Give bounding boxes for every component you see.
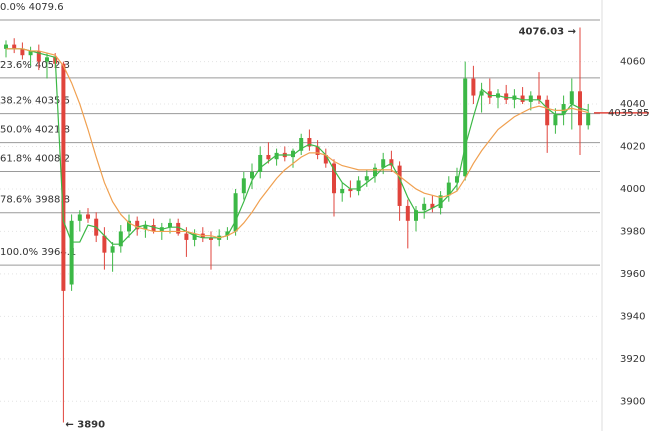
candle-body bbox=[356, 180, 361, 192]
candle-body bbox=[258, 154, 263, 172]
candle-body bbox=[487, 91, 492, 98]
candle-body bbox=[36, 50, 41, 62]
candle-body bbox=[389, 159, 394, 166]
candle-body bbox=[438, 195, 443, 209]
candle-body bbox=[479, 91, 484, 96]
candle-body bbox=[455, 176, 459, 183]
candle-body bbox=[323, 154, 328, 164]
candle-body bbox=[86, 214, 90, 219]
last-price-label: 4035.85 bbox=[608, 108, 649, 119]
candle-body bbox=[225, 231, 230, 236]
candle-body bbox=[340, 188, 345, 194]
candle-body bbox=[209, 237, 213, 240]
fib-label: 100.0% 3964.1 bbox=[0, 247, 76, 258]
high-annotation: 4076.03 → bbox=[519, 27, 576, 38]
candle-body bbox=[545, 99, 550, 126]
candle-body bbox=[151, 225, 156, 232]
fib-label: 78.6% 3988.8 bbox=[0, 195, 70, 206]
y-tick-label: 3980 bbox=[620, 226, 645, 237]
candle-body bbox=[561, 104, 566, 115]
candle-body bbox=[397, 165, 402, 206]
y-tick-label: 3960 bbox=[620, 269, 645, 280]
candle-body bbox=[135, 220, 140, 230]
candle-body bbox=[168, 222, 172, 228]
candle-body bbox=[266, 154, 271, 160]
fib-label: 50.0% 4021.8 bbox=[0, 125, 70, 136]
candle-body bbox=[69, 220, 74, 285]
y-tick-label: 3940 bbox=[620, 311, 645, 322]
candle-body bbox=[537, 95, 541, 100]
candle-body bbox=[110, 246, 115, 253]
candle-body bbox=[332, 163, 336, 194]
candle-body bbox=[233, 193, 238, 232]
candle-body bbox=[12, 44, 17, 49]
candle-body bbox=[291, 150, 295, 158]
candle-body bbox=[45, 57, 49, 62]
y-tick-label: 3920 bbox=[620, 354, 645, 365]
candle-body bbox=[422, 203, 427, 211]
candle-body bbox=[430, 203, 435, 209]
candle-body bbox=[184, 233, 189, 240]
candle-body bbox=[274, 152, 279, 160]
candle-body bbox=[192, 233, 197, 240]
y-tick-label: 4060 bbox=[620, 57, 645, 68]
candle-body bbox=[127, 220, 131, 232]
candle-body bbox=[307, 138, 312, 147]
candle-body bbox=[446, 182, 451, 196]
candle-body bbox=[143, 225, 148, 230]
fib-label: 23.6% 4052.3 bbox=[0, 60, 70, 71]
fib-label: 61.8% 4008.2 bbox=[0, 154, 70, 165]
candle-body bbox=[118, 231, 123, 247]
candle-body bbox=[28, 50, 33, 56]
fib-label: 0.0% 4079.6 bbox=[0, 2, 64, 13]
candle-body bbox=[471, 78, 476, 96]
moving-average bbox=[6, 48, 589, 245]
candle-body bbox=[20, 48, 25, 56]
candle-body bbox=[241, 178, 246, 194]
candle-body bbox=[381, 159, 386, 168]
candle-body bbox=[528, 95, 533, 102]
candle-body bbox=[414, 210, 418, 221]
candle-body bbox=[348, 188, 353, 192]
moving-average bbox=[6, 48, 589, 239]
y-tick-label: 3900 bbox=[620, 396, 645, 407]
candle-body bbox=[373, 167, 377, 177]
candle-body bbox=[299, 138, 304, 151]
candle-body bbox=[520, 95, 525, 102]
fib-label: 38.2% 4035.5 bbox=[0, 96, 70, 107]
candle-body bbox=[4, 44, 8, 49]
candle-body bbox=[463, 78, 468, 177]
candle-body bbox=[405, 205, 410, 221]
candle-body bbox=[569, 91, 574, 105]
low-annotation: ← 3890 bbox=[65, 420, 105, 431]
candle-body bbox=[586, 112, 591, 126]
candle-body bbox=[364, 176, 369, 181]
candle-body bbox=[176, 222, 181, 234]
candle-body bbox=[102, 235, 107, 253]
y-tick-label: 4040 bbox=[620, 99, 645, 110]
candle-body bbox=[77, 214, 82, 221]
candle-body bbox=[504, 93, 509, 100]
candle-body bbox=[553, 114, 558, 126]
candle-body bbox=[315, 146, 320, 155]
y-tick-label: 4020 bbox=[620, 141, 645, 152]
candle-body bbox=[250, 171, 254, 179]
y-tick-label: 4000 bbox=[620, 184, 645, 195]
candle-body bbox=[61, 63, 66, 291]
